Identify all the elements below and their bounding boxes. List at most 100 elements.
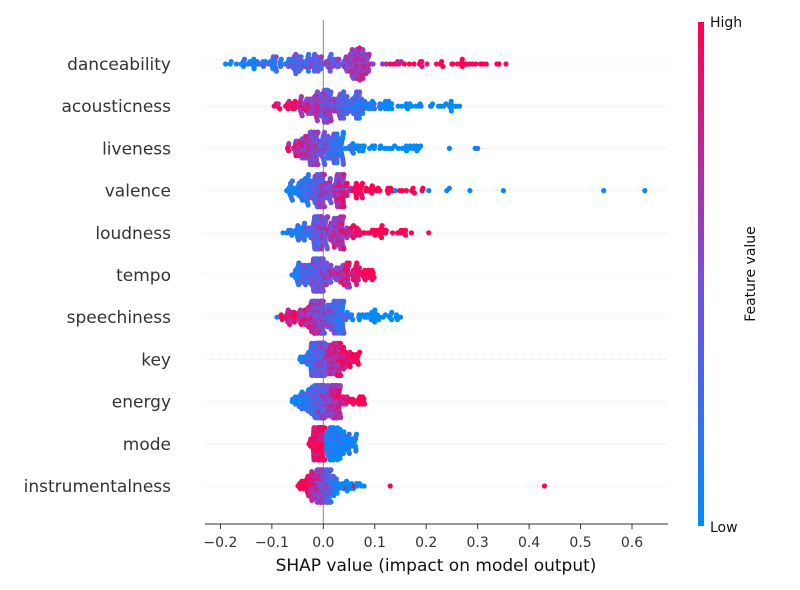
shap-point: [327, 176, 333, 182]
shap-point: [353, 448, 359, 454]
shap-point: [305, 68, 311, 74]
shap-point: [350, 141, 356, 147]
shap-point: [366, 51, 372, 58]
shap-point: [328, 279, 334, 285]
shap-point: [459, 56, 465, 62]
shap-point: [298, 94, 304, 100]
shap-point: [291, 319, 297, 325]
shap-point: [383, 227, 389, 233]
shap-point: [346, 450, 352, 456]
feature-label: instrumentalness: [24, 477, 171, 497]
x-tick-label: 0.1: [364, 535, 386, 551]
shap-point: [340, 129, 347, 135]
shap-point: [377, 101, 383, 107]
shap-point: [314, 118, 320, 124]
shap-point: [360, 47, 366, 53]
shap-point: [333, 476, 339, 482]
shap-point: [448, 108, 454, 114]
shap-point: [315, 161, 321, 167]
shap-point: [403, 232, 409, 238]
shap-point: [424, 61, 430, 67]
shap-point: [500, 188, 506, 194]
shap-point: [418, 143, 424, 149]
shap-point: [387, 483, 393, 489]
shap-point: [280, 230, 286, 236]
shap-point: [338, 372, 344, 378]
shap-point: [321, 172, 327, 178]
colorbar-high-label: High: [710, 15, 742, 31]
shap-point: [392, 188, 398, 194]
shap-point: [411, 190, 417, 196]
shap-point: [355, 277, 361, 283]
x-tick-label: 0.2: [415, 535, 437, 551]
shap-point: [467, 188, 473, 194]
shap-point: [334, 131, 340, 137]
x-axis-ticks: −0.2 −0.1 0.0 0.1 0.2 0.3 0.4 0.5 0.6: [203, 524, 643, 551]
shap-point: [320, 298, 326, 304]
shap-point: [344, 235, 350, 241]
shap-point: [328, 499, 334, 505]
shap-point: [341, 204, 347, 210]
shap-point: [389, 309, 395, 315]
shap-point: [370, 61, 376, 67]
shap-point: [341, 89, 347, 95]
shap-point: [273, 68, 279, 74]
shap-point: [223, 61, 229, 67]
shap-point: [395, 103, 401, 109]
shap-point: [318, 54, 324, 60]
shap-point: [322, 161, 328, 167]
shap-point: [389, 101, 395, 107]
shap-point: [541, 483, 548, 489]
shap-point: [372, 319, 378, 325]
shap-point: [419, 59, 425, 65]
shap-point: [359, 195, 365, 201]
shap-point: [357, 89, 363, 95]
shap-point: [399, 145, 405, 151]
shap-point: [322, 204, 328, 210]
shap-point: [274, 314, 280, 320]
shap-point: [361, 230, 368, 236]
shap-point: [371, 101, 377, 107]
shap-point: [420, 185, 426, 191]
shap-point: [350, 150, 356, 156]
shap-point: [430, 101, 436, 107]
shap-point: [397, 314, 404, 320]
feature-labels: danceability acousticness liveness valence l…: [24, 55, 171, 497]
shap-point: [378, 143, 384, 149]
shap-point: [321, 129, 328, 135]
shap-point: [360, 75, 366, 81]
shap-point: [289, 178, 295, 184]
shap-point: [446, 185, 452, 191]
shap-point: [401, 61, 407, 67]
shap-point: [344, 180, 350, 186]
shap-point: [354, 282, 360, 288]
shap-point: [286, 148, 292, 154]
shap-point: [278, 63, 284, 69]
colorbar-title: Feature value: [743, 226, 759, 322]
x-tick-label: −0.1: [255, 535, 289, 551]
shap-point: [399, 188, 406, 194]
shap-point: [410, 185, 416, 191]
shap-point: [337, 455, 343, 461]
feature-label: speechiness: [67, 308, 172, 328]
shap-point: [361, 483, 367, 489]
shap-point: [278, 56, 284, 62]
shap-point: [448, 98, 454, 104]
feature-label: energy: [112, 393, 171, 413]
shap-point: [356, 115, 362, 121]
shap-point: [372, 106, 378, 112]
shap-point: [328, 89, 334, 95]
shap-point: [395, 145, 401, 151]
row-gridlines: [205, 63, 668, 487]
shap-point: [336, 56, 342, 62]
shap-point: [366, 68, 372, 74]
colorbar: High Low Feature value: [698, 15, 759, 536]
shap-point: [379, 223, 385, 229]
shap-point: [353, 195, 360, 201]
shap-point: [325, 214, 331, 220]
shap-point: [440, 63, 446, 69]
shap-point: [277, 106, 283, 112]
x-tick-label: 0.3: [467, 535, 489, 551]
shap-point: [241, 56, 248, 62]
x-tick-label: −0.2: [203, 535, 237, 551]
